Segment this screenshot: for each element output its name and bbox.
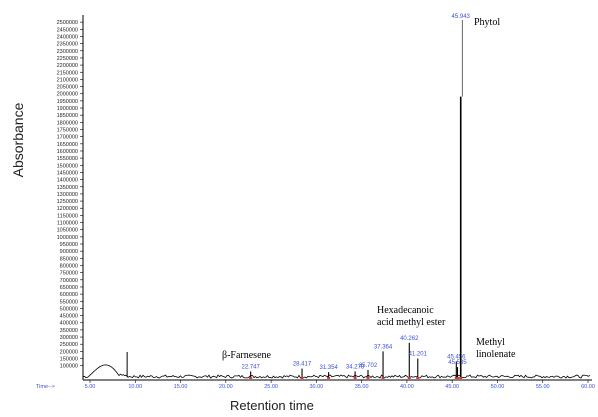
annotation-hexadecanoic: Hexadecanoic: [377, 305, 434, 316]
y-tick-label: 700000: [60, 278, 78, 284]
y-tick-label: 2200000: [57, 63, 78, 69]
y-tick-label: 450000: [60, 314, 78, 320]
y-axis-title: Absorbance: [10, 102, 26, 178]
y-tick-label: 1600000: [57, 149, 78, 155]
y-tick-label: 150000: [60, 357, 78, 363]
annotation-linolenate: linolenate: [476, 349, 516, 360]
peak-marker: [416, 377, 420, 379]
peak-label: 22.747: [242, 364, 261, 370]
y-tick-label: 350000: [60, 328, 78, 334]
peak-marker: [459, 377, 463, 379]
peak-marker: [353, 377, 357, 379]
y-tick-label: 1250000: [57, 199, 78, 205]
y-tick-label: 2050000: [57, 85, 78, 91]
x-tick-label: 15.00: [174, 384, 188, 390]
y-tick-label: 1700000: [57, 135, 78, 141]
y-tick-label: 1550000: [57, 156, 78, 162]
x-tick-label: 20.00: [219, 384, 233, 390]
y-tick-label: 650000: [60, 285, 78, 291]
y-tick-label: 1050000: [57, 228, 78, 234]
y-tick-label: 2100000: [57, 77, 78, 83]
x-tick-label: 55.00: [536, 384, 550, 390]
y-tick-label: 1200000: [57, 206, 78, 212]
x-tick-label: 45.00: [445, 384, 459, 390]
annotation-phytol: Phytol: [474, 17, 500, 28]
y-tick-label: 2150000: [57, 70, 78, 76]
y-tick-label: 250000: [60, 342, 78, 348]
annotation-farnesene: β-Farnesene: [222, 350, 272, 361]
y-tick-label: 2450000: [57, 27, 78, 33]
y-tick-label: 300000: [60, 335, 78, 341]
y-tick-label: 1500000: [57, 163, 78, 169]
y-tick-label: 1750000: [57, 128, 78, 134]
peak-marker: [249, 377, 253, 379]
y-tick-label: 1850000: [57, 113, 78, 119]
peak-label: 28.417: [293, 362, 312, 368]
annotation-methyl: Methyl: [476, 337, 505, 348]
y-tick-label: 1150000: [57, 213, 78, 219]
x-tick-label: 50.00: [491, 384, 505, 390]
y-tick-label: 2300000: [57, 49, 78, 55]
y-tick-label: 550000: [60, 299, 78, 305]
x-tick-label: 30.00: [309, 384, 323, 390]
y-tick-label: 2500000: [57, 20, 78, 26]
y-tick-label: 1350000: [57, 185, 78, 191]
y-tick-label: 200000: [60, 349, 78, 355]
y-tick-label: 750000: [60, 271, 78, 277]
y-tick-label: 100000: [60, 364, 78, 370]
y-tick-label: 600000: [60, 292, 78, 298]
peak-label: 41.201: [409, 352, 428, 358]
peak-marker: [381, 377, 385, 379]
y-tick-label: 1800000: [57, 120, 78, 126]
y-tick-label: 1400000: [57, 178, 78, 184]
y-tick-label: 2000000: [57, 92, 78, 98]
y-tick-label: 1450000: [57, 170, 78, 176]
y-tick-label: 2350000: [57, 42, 78, 48]
x-axis-name: Time-->: [36, 384, 55, 390]
peak-marker: [407, 377, 411, 379]
peak-marker: [327, 377, 331, 379]
peak-marker: [366, 377, 370, 379]
peak-label: 40.262: [400, 336, 419, 342]
x-tick-label: 10.00: [128, 384, 142, 390]
y-tick-label: 500000: [60, 306, 78, 312]
y-tick-label: 1000000: [57, 235, 78, 241]
peak-label: 45.943: [452, 14, 471, 20]
y-tick-label: 1650000: [57, 142, 78, 148]
peak-label: 34.278: [346, 364, 365, 370]
peak-marker: [300, 377, 304, 379]
y-tick-label: 900000: [60, 249, 78, 255]
x-axis-title: Retention time: [230, 398, 314, 413]
y-tick-label: 850000: [60, 256, 78, 262]
x-tick-label: 35.00: [355, 384, 369, 390]
x-tick-label: 5.00: [85, 384, 96, 390]
peak-label: 35.702: [359, 363, 378, 369]
peak-label: 45.585: [448, 360, 467, 366]
peak-label: 31.354: [319, 365, 338, 371]
y-tick-label: 800000: [60, 263, 78, 269]
y-tick-label: 1300000: [57, 192, 78, 198]
baseline-trace: [82, 364, 591, 379]
y-tick-label: 400000: [60, 321, 78, 327]
peak-label: 37.364: [374, 344, 393, 350]
y-tick-label: 1950000: [57, 99, 78, 105]
x-tick-label: 40.00: [400, 384, 414, 390]
x-tick-label: 25.00: [264, 384, 278, 390]
annotation-hexadecanoic-2: acid methyl ester: [377, 317, 446, 328]
peak-marker: [455, 377, 459, 379]
y-tick-label: 2400000: [57, 34, 78, 40]
y-tick-label: 1100000: [57, 221, 78, 227]
x-tick-label: 60.00: [581, 384, 595, 390]
y-tick-label: 1900000: [57, 106, 78, 112]
y-tick-label: 950000: [60, 242, 78, 248]
peak-label: 45.456: [447, 354, 466, 360]
y-tick-label: 2250000: [57, 56, 78, 62]
